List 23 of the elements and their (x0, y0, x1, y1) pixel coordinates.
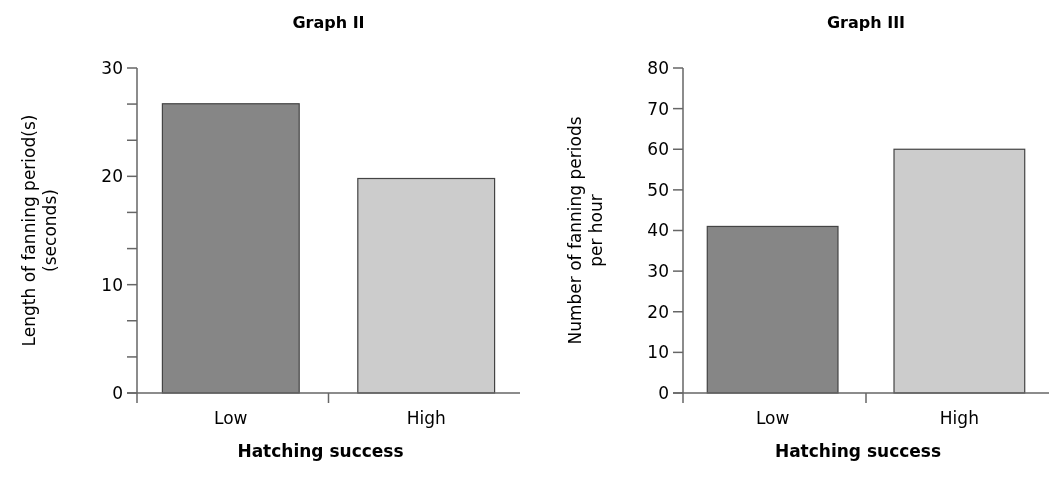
y-tick-label: 30 (101, 57, 123, 78)
y-tick-label: 70 (647, 98, 669, 119)
x-tick-label: High (939, 408, 979, 428)
y-tick-label: 0 (112, 382, 123, 403)
y-tick-label: 50 (647, 179, 669, 200)
y-tick-label: 40 (647, 220, 669, 241)
y-tick-label: 60 (647, 139, 669, 160)
y-tick-label: 20 (647, 301, 669, 322)
y-tick-label: 0 (658, 382, 669, 403)
chart-title: Graph II (292, 13, 365, 32)
x-tick-label: Low (214, 408, 248, 428)
y-tick-label: 30 (647, 261, 669, 282)
y-tick-label: 80 (647, 57, 669, 78)
y-axis-title: Length of fanning period(s) (seconds) (19, 114, 60, 347)
y-tick-label: 20 (101, 166, 123, 187)
y-tick-label: 10 (101, 274, 123, 295)
x-axis-title: Hatching success (774, 441, 942, 461)
y-tick-label: 10 (647, 342, 669, 363)
x-tick-label: Low (755, 408, 790, 428)
x-axis-title: Hatching success (237, 441, 404, 461)
y-axis-title: Number of fanning periods per hour (565, 116, 606, 345)
chart-title: Graph III (826, 13, 906, 32)
x-tick-label: High (406, 408, 446, 428)
